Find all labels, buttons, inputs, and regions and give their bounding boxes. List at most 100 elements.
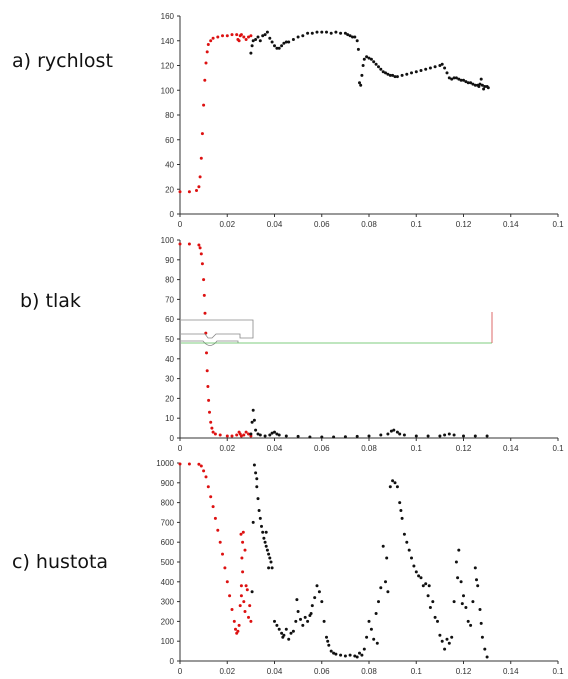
data-point xyxy=(200,262,204,266)
data-point xyxy=(263,540,267,544)
data-point xyxy=(381,70,385,74)
data-point xyxy=(485,434,489,438)
data-point xyxy=(379,67,383,71)
data-point xyxy=(202,293,206,297)
chart-panel-0: 0 20 40 60 80 100 120 140 160 0 0.02 0.04 0.06 0.08 0.… xyxy=(161,12,564,229)
data-point xyxy=(393,75,397,79)
data-point xyxy=(277,433,281,437)
data-point xyxy=(273,430,276,434)
data-point xyxy=(414,434,418,438)
data-point xyxy=(239,434,243,438)
data-point xyxy=(414,70,418,74)
data-point xyxy=(306,31,310,35)
y-tick-label: 0 xyxy=(170,657,175,666)
data-point xyxy=(221,34,224,38)
y-tick-label: 0 xyxy=(170,210,175,219)
data-point xyxy=(447,641,451,645)
data-point xyxy=(313,596,317,600)
data-point xyxy=(249,619,253,623)
data-point xyxy=(230,434,234,438)
data-point xyxy=(384,580,387,584)
data-point xyxy=(245,588,249,592)
data-point xyxy=(424,582,428,586)
data-point xyxy=(478,82,482,86)
y-tick-label: 40 xyxy=(165,355,174,364)
data-point xyxy=(360,73,364,77)
data-point xyxy=(264,530,268,534)
x-tick-label: 0.04 xyxy=(267,667,283,676)
y-tick-label: 200 xyxy=(161,617,175,626)
data-point xyxy=(398,501,402,505)
data-point xyxy=(414,570,418,574)
data-point xyxy=(230,608,234,611)
data-point xyxy=(445,637,449,641)
data-point xyxy=(480,83,484,87)
data-point xyxy=(479,621,483,625)
data-point xyxy=(459,580,463,584)
data-point xyxy=(244,430,248,434)
x-tick-label: 0.06 xyxy=(314,220,330,229)
data-point xyxy=(258,39,262,43)
data-point xyxy=(281,635,285,639)
data-point xyxy=(237,39,241,43)
data-point xyxy=(205,369,209,373)
data-point xyxy=(291,38,295,41)
data-point xyxy=(477,85,481,88)
data-point xyxy=(454,560,458,564)
data-point xyxy=(355,434,359,438)
data-point xyxy=(198,246,202,250)
data-point xyxy=(471,600,475,604)
x-tick-label: 0.08 xyxy=(361,220,377,229)
y-tick-label: 700 xyxy=(161,518,175,527)
y-tick-label: 100 xyxy=(161,637,175,646)
x-tick-label: 0 xyxy=(178,667,183,676)
data-point xyxy=(327,643,331,647)
data-point xyxy=(218,433,222,437)
data-point xyxy=(269,560,273,564)
data-point xyxy=(240,556,244,560)
data-point xyxy=(308,435,312,439)
x-tick-label: 0.1 xyxy=(552,667,564,676)
data-point xyxy=(447,76,451,80)
y-tick-label: 40 xyxy=(165,161,174,170)
data-point xyxy=(355,39,359,43)
data-point xyxy=(419,576,423,580)
data-point xyxy=(273,44,276,48)
series-black xyxy=(249,30,490,91)
data-point xyxy=(234,627,237,631)
data-point xyxy=(213,432,217,436)
data-point xyxy=(291,629,295,633)
data-point xyxy=(268,556,272,560)
data-point xyxy=(365,55,369,59)
data-point xyxy=(436,619,439,623)
data-point xyxy=(230,33,234,37)
x-tick-label: 0 xyxy=(178,444,183,453)
data-point xyxy=(320,30,324,34)
data-point xyxy=(445,71,449,75)
data-point xyxy=(216,35,220,39)
data-point xyxy=(239,584,243,588)
x-tick-label: 0.14 xyxy=(503,220,519,229)
inset-outline-top xyxy=(181,319,254,339)
data-point xyxy=(255,477,259,481)
data-point xyxy=(386,72,390,76)
data-point xyxy=(228,594,232,598)
data-point xyxy=(241,530,245,534)
data-point xyxy=(203,78,207,82)
data-point xyxy=(254,471,258,475)
data-point xyxy=(310,31,314,35)
data-point xyxy=(473,566,477,570)
data-point xyxy=(483,647,487,651)
data-point xyxy=(252,418,256,422)
data-point xyxy=(258,433,262,437)
data-point xyxy=(299,617,302,621)
data-point xyxy=(280,44,284,48)
data-point xyxy=(210,426,214,430)
data-point xyxy=(443,66,447,70)
series-red xyxy=(178,33,253,194)
y-tick-label: 500 xyxy=(161,558,175,567)
data-point xyxy=(243,610,247,613)
data-point xyxy=(187,242,191,246)
data-point xyxy=(209,495,213,499)
data-point xyxy=(374,612,378,615)
